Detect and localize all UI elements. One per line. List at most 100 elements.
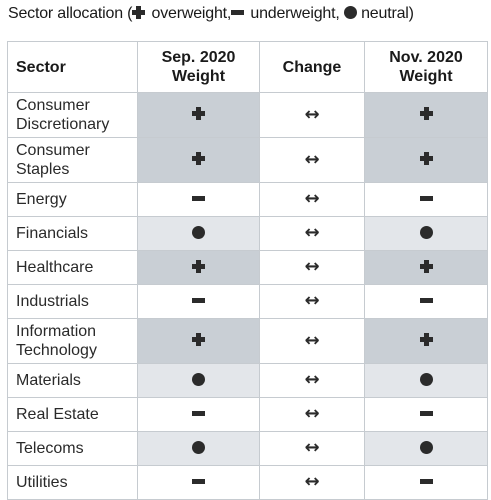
change-cell: ↔ <box>259 137 365 183</box>
minus-icon <box>419 195 433 201</box>
sector-allocation-table: Sector Sep. 2020 Weight Change Nov. 2020 W… <box>7 41 488 500</box>
minus-icon <box>419 478 433 484</box>
plus-icon <box>419 259 433 273</box>
sector-name: Information Technology <box>7 318 138 364</box>
sector-name: Energy <box>7 182 138 217</box>
sep-weight-cell <box>137 92 260 138</box>
minus-icon <box>192 410 205 416</box>
table-row: Energy ↔ <box>7 182 488 217</box>
left-right-arrow-icon: ↔ <box>304 290 320 311</box>
change-cell: ↔ <box>259 92 365 138</box>
sector-name: Materials <box>7 363 138 398</box>
caption-underweight: underweight, <box>246 5 340 22</box>
table-row: Materials ↔ <box>7 363 488 398</box>
plus-icon <box>192 259 205 273</box>
nov-weight-cell <box>364 216 488 251</box>
change-cell: ↔ <box>259 465 365 500</box>
sep-weight-cell <box>137 182 260 217</box>
plus-icon <box>419 107 433 120</box>
header-row: Sector Sep. 2020 Weight Change Nov. 2020 W… <box>7 41 488 93</box>
header-change: Change <box>259 41 365 93</box>
nov-weight-cell <box>364 363 488 398</box>
nov-weight-cell <box>364 397 488 432</box>
left-right-arrow-icon: ↔ <box>304 329 320 351</box>
change-cell: ↔ <box>259 363 365 398</box>
table-row: Healthcare ↔ <box>7 250 488 285</box>
sector-name: Industrials <box>7 284 138 319</box>
plus-icon <box>192 333 205 346</box>
sep-weight-cell <box>137 465 260 500</box>
minus-icon <box>419 410 433 416</box>
sep-weight-cell <box>137 431 260 466</box>
left-right-arrow-icon: ↔ <box>304 437 320 458</box>
dot-icon <box>419 440 433 454</box>
nov-weight-cell <box>364 465 488 500</box>
minus-icon <box>192 195 205 201</box>
table-row: Real Estate ↔ <box>7 397 488 432</box>
left-right-arrow-icon: ↔ <box>304 222 320 243</box>
left-right-arrow-icon: ↔ <box>304 103 320 125</box>
sep-weight-cell <box>137 318 260 364</box>
plus-icon <box>192 107 205 120</box>
left-right-arrow-icon: ↔ <box>304 471 320 492</box>
change-cell: ↔ <box>259 250 365 285</box>
table-row: Utilities ↔ <box>7 465 488 500</box>
nov-weight-cell <box>364 182 488 217</box>
sector-name: Telecoms <box>7 431 138 466</box>
sector-name: Consumer Staples <box>7 137 138 183</box>
plus-icon <box>132 6 146 19</box>
sector-name: Financials <box>7 216 138 251</box>
left-right-arrow-icon: ↔ <box>304 403 320 424</box>
table-row: Financials ↔ <box>7 216 488 251</box>
table-caption: Sector allocation ( overweight, underwei… <box>8 3 414 25</box>
change-cell: ↔ <box>259 182 365 217</box>
change-cell: ↔ <box>259 318 365 364</box>
sep-weight-cell <box>137 137 260 183</box>
sector-name: Real Estate <box>7 397 138 432</box>
plus-icon <box>419 333 433 346</box>
dot-icon <box>192 372 205 386</box>
plus-icon <box>192 152 205 165</box>
dot-icon <box>419 225 433 239</box>
dot-icon <box>419 372 433 386</box>
plus-icon <box>419 152 433 165</box>
nov-weight-cell <box>364 318 488 364</box>
header-nov-line1: Nov. 2020 <box>389 49 463 66</box>
nov-weight-cell <box>364 250 488 285</box>
sep-weight-cell <box>137 363 260 398</box>
sep-weight-cell <box>137 284 260 319</box>
minus-icon <box>231 10 245 15</box>
table-row: Consumer Staples ↔ <box>7 137 488 183</box>
change-cell: ↔ <box>259 216 365 251</box>
change-cell: ↔ <box>259 397 365 432</box>
nov-weight-cell <box>364 92 488 138</box>
caption-neutral: neutral) <box>356 5 414 22</box>
header-sep-line2: Weight <box>171 68 226 85</box>
table-row: Industrials ↔ <box>7 284 488 319</box>
header-sep-line1: Sep. 2020 <box>161 49 236 66</box>
left-right-arrow-icon: ↔ <box>304 256 320 277</box>
dot-icon <box>343 6 357 19</box>
sector-name: Consumer Discretionary <box>7 92 138 138</box>
caption-overweight: overweight, <box>147 5 232 22</box>
left-right-arrow-icon: ↔ <box>304 369 320 390</box>
caption-prefix: Sector allocation ( <box>8 5 133 22</box>
left-right-arrow-icon: ↔ <box>304 148 320 170</box>
header-sector: Sector <box>7 41 138 93</box>
minus-icon <box>192 297 205 303</box>
nov-weight-cell <box>364 137 488 183</box>
header-sep-weight: Sep. 2020 Weight <box>137 41 260 93</box>
table-row: Consumer Discretionary ↔ <box>7 92 488 138</box>
header-nov-line2: Weight <box>399 68 453 85</box>
change-cell: ↔ <box>259 431 365 466</box>
sep-weight-cell <box>137 250 260 285</box>
nov-weight-cell <box>364 431 488 466</box>
sector-name: Utilities <box>7 465 138 500</box>
sep-weight-cell <box>137 216 260 251</box>
minus-icon <box>192 478 205 484</box>
dot-icon <box>192 225 205 239</box>
sector-name: Healthcare <box>7 250 138 285</box>
header-nov-weight: Nov. 2020 Weight <box>364 41 488 93</box>
minus-icon <box>419 297 433 303</box>
table-row: Telecoms ↔ <box>7 431 488 466</box>
